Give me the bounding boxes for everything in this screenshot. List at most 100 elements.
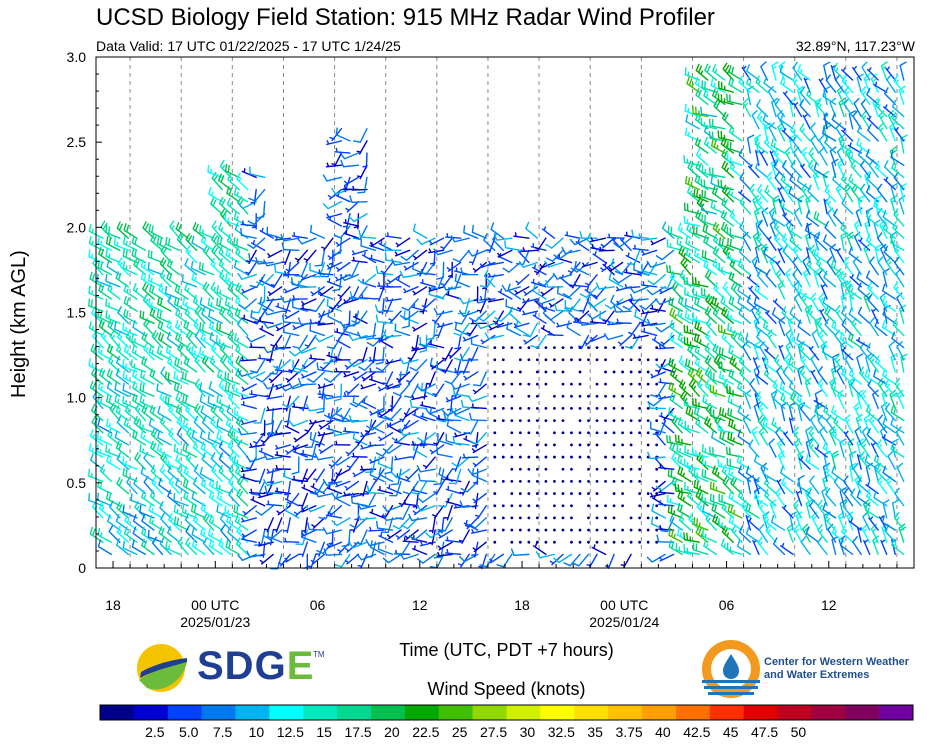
wind-barb-full-flag — [723, 211, 728, 219]
wind-barb-full-flag — [604, 304, 612, 310]
wind-barb-staff — [312, 371, 326, 383]
wind-barb-staff — [283, 321, 300, 324]
wind-barb-half-flag — [268, 378, 273, 382]
wind-barb-staff — [667, 511, 683, 519]
wind-barb-staff — [799, 408, 811, 422]
wind-barb-half-flag — [275, 444, 279, 449]
wind-barb-full-flag — [215, 480, 219, 489]
wind-barb-staff — [752, 357, 760, 373]
calm-wind-dot — [638, 407, 642, 410]
wind-barb-staff — [199, 303, 215, 312]
wind-barb-full-flag — [436, 446, 439, 455]
wind-barb-staff — [738, 312, 752, 324]
wind-barb-half-flag — [171, 225, 175, 230]
wind-barb-staff — [777, 187, 786, 203]
wind-barb-full-flag — [693, 333, 697, 341]
wind-barb-full-flag — [790, 123, 795, 131]
wind-barb-staff — [462, 480, 470, 496]
wind-barb-staff — [377, 489, 394, 495]
wind-barb-full-flag — [746, 64, 751, 72]
wind-barb-full-flag — [188, 332, 194, 339]
wind-barb-full-flag — [754, 259, 758, 267]
wind-barb-full-flag — [167, 525, 172, 534]
calm-wind-dot — [553, 358, 556, 362]
wind-barb-staff — [169, 225, 181, 239]
wind-barb-full-flag — [105, 310, 108, 318]
wind-barb-staff — [286, 517, 291, 534]
wind-barb-full-flag — [556, 285, 560, 294]
wind-barb-full-flag — [125, 310, 129, 318]
wind-barb-full-flag — [142, 282, 147, 290]
wind-barb-staff — [378, 473, 394, 483]
wind-barb-staff — [326, 529, 343, 535]
wind-barb-full-flag — [159, 237, 163, 246]
wind-barb-staff — [249, 173, 266, 179]
wind-barb-full-flag — [149, 368, 154, 376]
wind-barb-staff — [228, 494, 240, 507]
wind-barb-staff — [471, 231, 487, 239]
wind-barb-half-flag — [655, 369, 660, 373]
wind-barb-half-flag — [318, 291, 323, 295]
wind-barb-full-flag — [608, 272, 612, 280]
wind-barb-half-flag — [250, 201, 255, 204]
wind-barb-full-flag — [660, 286, 668, 290]
wind-barb-staff — [428, 371, 436, 387]
wind-barb-staff — [309, 438, 326, 446]
wind-barb-half-flag — [220, 226, 224, 232]
wind-barb-half-flag — [238, 529, 243, 534]
wind-barb-half-flag — [679, 240, 682, 246]
wind-barb-staff — [114, 388, 130, 397]
calm-wind-dot — [544, 382, 548, 386]
wind-barb-staff — [300, 261, 309, 278]
wind-barb-full-flag — [105, 444, 108, 452]
wind-barb-half-flag — [799, 397, 802, 403]
wind-barb-half-flag — [169, 324, 172, 329]
wind-barb-staff — [422, 432, 436, 443]
wind-barb-staff — [799, 104, 811, 118]
wind-barb-staff — [329, 505, 343, 517]
wind-barb-full-flag — [331, 187, 337, 195]
wind-barb-full-flag — [718, 237, 722, 245]
wind-barb-staff — [343, 232, 360, 239]
wind-barb-staff — [311, 444, 317, 461]
wind-barb-full-flag — [173, 382, 177, 390]
wind-barb-full-flag — [696, 322, 701, 330]
wind-barb-full-flag — [308, 308, 317, 313]
wind-barb-staff — [233, 339, 249, 349]
wind-barb-staff — [148, 424, 164, 434]
wind-barb-staff — [240, 223, 257, 227]
wind-barb-half-flag — [218, 485, 221, 490]
wind-barb-full-flag — [216, 394, 220, 403]
wind-barb-staff — [436, 453, 453, 458]
wind-barb-staff — [97, 486, 113, 495]
wind-barb-staff — [319, 444, 334, 454]
wind-barb-half-flag — [708, 422, 712, 428]
wind-barb-full-flag — [695, 518, 699, 526]
wind-barb-staff — [210, 203, 223, 215]
wind-barb-full-flag — [160, 321, 164, 330]
wind-barb-full-flag — [297, 377, 302, 385]
wind-barb-half-flag — [759, 504, 764, 509]
wind-barb-full-flag — [745, 502, 749, 511]
calm-wind-dot — [595, 480, 599, 483]
wind-barb-full-flag — [683, 544, 686, 552]
wind-barb-full-flag — [801, 146, 808, 154]
wind-barb-full-flag — [335, 127, 338, 135]
wind-barb-half-flag — [186, 287, 190, 292]
wind-barb-full-flag — [806, 257, 811, 266]
calm-wind-dot — [612, 370, 616, 374]
wind-barb-half-flag — [681, 518, 685, 523]
wind-barb-staff — [721, 336, 735, 349]
wind-barb-full-flag — [173, 493, 176, 501]
wind-barb-full-flag — [382, 448, 390, 454]
wind-barb-staff — [654, 432, 666, 446]
wind-barb-half-flag — [758, 201, 763, 206]
wind-barb-full-flag — [227, 330, 233, 338]
wind-barb-half-flag — [126, 348, 130, 354]
wind-barb-staff — [326, 280, 343, 288]
wind-barb-full-flag — [727, 394, 731, 402]
wind-barb-staff — [390, 310, 402, 323]
calm-wind-dot — [510, 382, 514, 386]
wind-barb-full-flag — [192, 513, 198, 521]
calm-wind-dot — [604, 480, 607, 483]
